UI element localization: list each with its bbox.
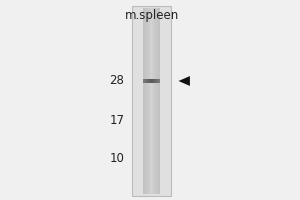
Text: 10: 10 bbox=[110, 152, 124, 164]
Polygon shape bbox=[178, 76, 190, 86]
Bar bbox=[132, 6, 171, 196]
Text: 17: 17 bbox=[110, 114, 124, 128]
Text: m.spleen: m.spleen bbox=[124, 8, 178, 21]
Text: 28: 28 bbox=[110, 74, 124, 88]
